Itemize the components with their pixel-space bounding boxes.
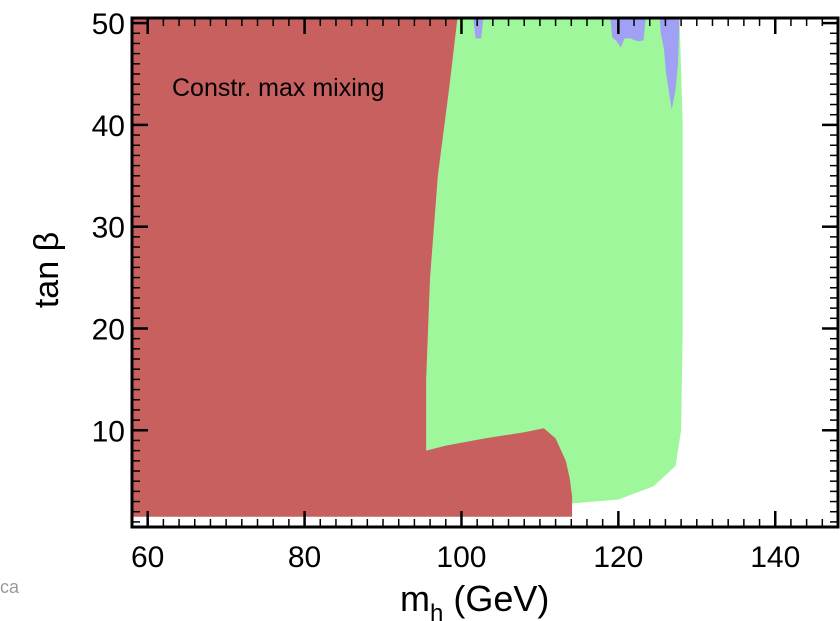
plot-frame: [130, 16, 840, 529]
y-tick-label: 20: [92, 313, 125, 346]
corner-text: ca: [0, 577, 20, 597]
annotation-text: Constr. max mixing: [172, 74, 385, 102]
x-axis-title: mh (GeV): [400, 578, 549, 621]
blue-region-3: [659, 18, 680, 110]
x-tick-label: 80: [288, 541, 321, 574]
x-tick-label: 120: [593, 541, 643, 574]
red-region-4: [132, 18, 573, 517]
y-tick-label: 40: [92, 110, 125, 143]
tick-label-layer: 60 80 100 120 140 10 20 30 40 50: [92, 8, 801, 574]
y-tick-label: 10: [92, 415, 125, 448]
x-tick-label: 100: [436, 541, 486, 574]
x-tick-label: 60: [131, 541, 164, 574]
region-layer: [132, 18, 683, 517]
y-tick-label: 30: [92, 212, 125, 245]
y-axis-title: tan β: [28, 232, 66, 308]
y-tick-label: 50: [92, 8, 125, 41]
x-tick-label: 140: [750, 541, 800, 574]
tick-layer: [132, 18, 838, 527]
green-region-0: [394, 18, 683, 504]
blue-region-1: [473, 18, 484, 39]
